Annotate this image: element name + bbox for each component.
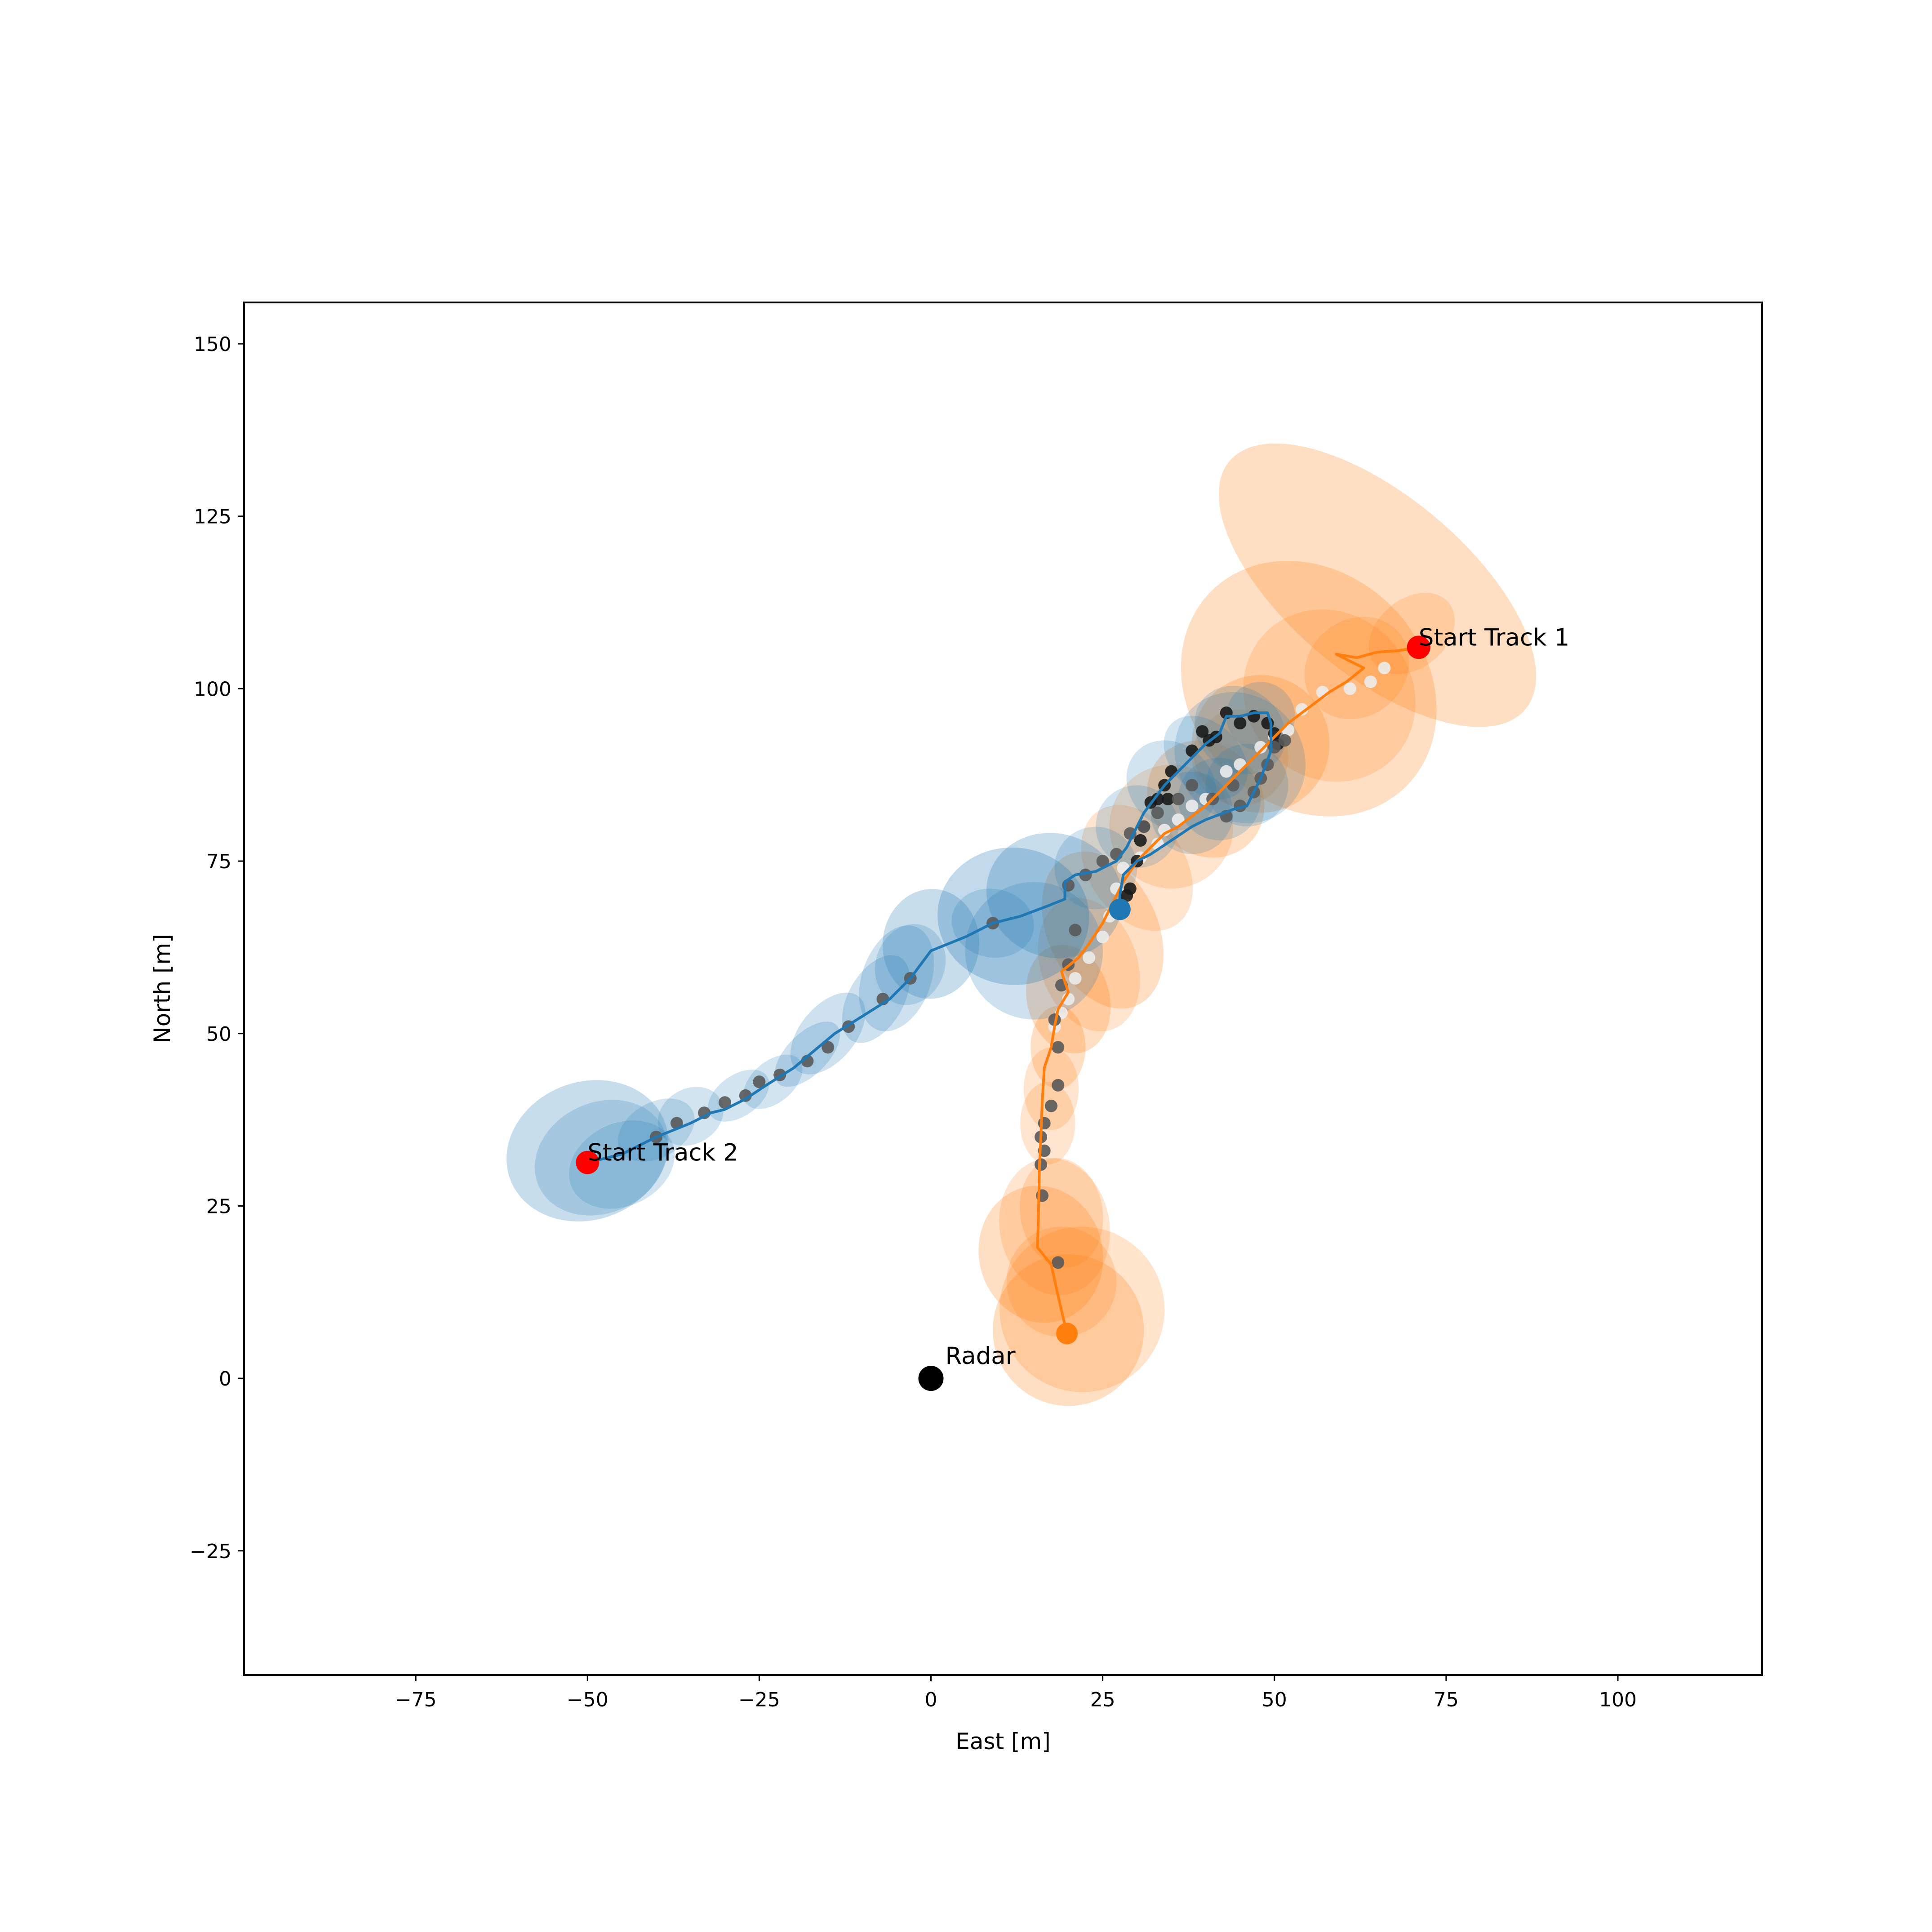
covariance-ellipse-track-1 xyxy=(1006,1226,1117,1337)
y-tick-label: 75 xyxy=(206,850,231,873)
x-tick-label: 100 xyxy=(1599,1688,1637,1711)
covariance-ellipse-track-1 xyxy=(999,1158,1110,1296)
covariance-ellipse-track-1 xyxy=(978,1186,1103,1323)
annotation-radar: Radar xyxy=(946,1342,1016,1370)
x-tick-label: −75 xyxy=(395,1688,437,1711)
detection-point-shared xyxy=(1052,1041,1065,1054)
plot-area: Start Track 1 Start Track 2 Radar xyxy=(506,443,1569,1406)
detection-point-shared xyxy=(1172,792,1185,805)
detection-point-track1 xyxy=(1234,758,1247,771)
covariance-ellipse-track-2 xyxy=(1150,771,1234,854)
detection-point-shared xyxy=(1038,1117,1051,1130)
detection-point-shared xyxy=(1278,734,1291,747)
detection-point-track1 xyxy=(1117,862,1130,875)
detection-point-track2 xyxy=(1161,792,1174,805)
detection-point-track1 xyxy=(1220,765,1233,778)
y-tick-label: 150 xyxy=(194,333,231,356)
x-tick-label: −25 xyxy=(738,1688,780,1711)
y-axis-label: North [m] xyxy=(149,934,175,1043)
detection-point-shared xyxy=(1151,806,1164,819)
y-tick-label: 100 xyxy=(194,678,231,701)
axes-frame xyxy=(243,302,1763,1676)
track-1-end-marker xyxy=(1056,1323,1078,1345)
annotation-start-track-1: Start Track 1 xyxy=(1419,624,1570,651)
detection-point-track2 xyxy=(1186,744,1199,757)
detection-point-shared xyxy=(1186,779,1199,792)
covariance-ellipse-track-2 xyxy=(875,924,946,1005)
detection-point-shared xyxy=(1069,924,1082,937)
detection-point-track1 xyxy=(1096,930,1109,943)
covariance-ellipse-track-2 xyxy=(859,925,934,1031)
start-track-2-marker xyxy=(576,1150,600,1174)
covariance-ellipse-track-2 xyxy=(1164,715,1248,800)
x-tick-label: 75 xyxy=(1434,1688,1459,1711)
y-tick-label: 50 xyxy=(206,1023,231,1046)
covariance-ellipse-track-2 xyxy=(569,1120,675,1209)
detection-point-shared xyxy=(718,1096,731,1109)
start-track-1-marker xyxy=(1407,635,1430,659)
detection-point-track1 xyxy=(1083,951,1096,964)
axis-ticks: −75 −50 −25 0 25 50 75 100 −25 0 25 50 75 100 125 150 xyxy=(190,333,1637,1711)
detection-point-shared xyxy=(822,1041,835,1054)
y-tick-label: 0 xyxy=(219,1368,231,1390)
y-tick-label: −25 xyxy=(190,1540,231,1563)
covariance-ellipse-track-1 xyxy=(1181,561,1437,817)
track-2-line xyxy=(587,711,1273,1164)
x-tick-label: −50 xyxy=(567,1688,608,1711)
y-tick-label: 125 xyxy=(194,506,231,529)
detection-point-track1 xyxy=(1364,675,1377,688)
covariance-ellipse-track-1 xyxy=(1020,1158,1103,1268)
covariance-ellipse-track-2 xyxy=(842,955,910,1043)
y-tick-label: 25 xyxy=(206,1195,231,1218)
detection-point-track1 xyxy=(1378,662,1391,675)
detection-point-shared xyxy=(1052,1079,1065,1092)
covariance-ellipse-track-2 xyxy=(937,847,1089,985)
covariance-ellipse-track-1 xyxy=(1081,805,1193,931)
x-tick-label: 0 xyxy=(925,1688,937,1711)
detection-point-track1 xyxy=(1069,972,1082,985)
covariance-ellipse-track-1 xyxy=(1218,443,1537,727)
annotations: Start Track 1 Start Track 2 Radar xyxy=(587,624,1569,1370)
detection-point-track2 xyxy=(1120,889,1133,902)
covariance-ellipse-track-1 xyxy=(1304,617,1409,720)
annotation-start-track-2: Start Track 2 xyxy=(587,1139,738,1167)
detection-point-track2 xyxy=(1196,725,1209,738)
covariance-ellipse-track-2 xyxy=(506,1080,669,1221)
detection-point-track2 xyxy=(1134,834,1147,847)
covariance-ellipse-track-1 xyxy=(1368,593,1455,675)
covariance-ellipse-track-2 xyxy=(965,882,1103,1020)
detection-point-shared xyxy=(1044,1099,1057,1112)
detection-point-track1 xyxy=(1254,741,1267,754)
x-tick-label: 25 xyxy=(1090,1688,1115,1711)
covariance-ellipse-track-2 xyxy=(986,833,1123,959)
detection-point-shared xyxy=(1096,855,1109,868)
covariance-ellipse-track-1 xyxy=(1023,1047,1079,1130)
covariance-ellipse-track-2 xyxy=(1178,758,1261,840)
covariance-ellipse-track-2 xyxy=(882,889,980,999)
detection-point-shared xyxy=(1035,1158,1048,1171)
detection-point-track2 xyxy=(1234,717,1247,730)
covariance-ellipse-track-1 xyxy=(999,1226,1165,1392)
covariance-ellipse-track-2 xyxy=(534,1100,668,1216)
x-tick-label: 50 xyxy=(1262,1688,1287,1711)
track-2-end-marker xyxy=(1109,898,1131,920)
detection-point-track1 xyxy=(1343,682,1356,695)
track-lines xyxy=(587,646,1419,1334)
detection-point-track1 xyxy=(1186,799,1199,813)
x-axis-label: East [m] xyxy=(955,1728,1051,1754)
detection-point-shared xyxy=(753,1075,766,1088)
detection-point-shared xyxy=(1052,1256,1065,1269)
detection-point-shared xyxy=(1137,820,1150,833)
detection-point-track1 xyxy=(1295,703,1308,716)
markers xyxy=(576,635,1430,1391)
detection-point-shared xyxy=(739,1089,752,1102)
radar-marker xyxy=(918,1366,944,1391)
